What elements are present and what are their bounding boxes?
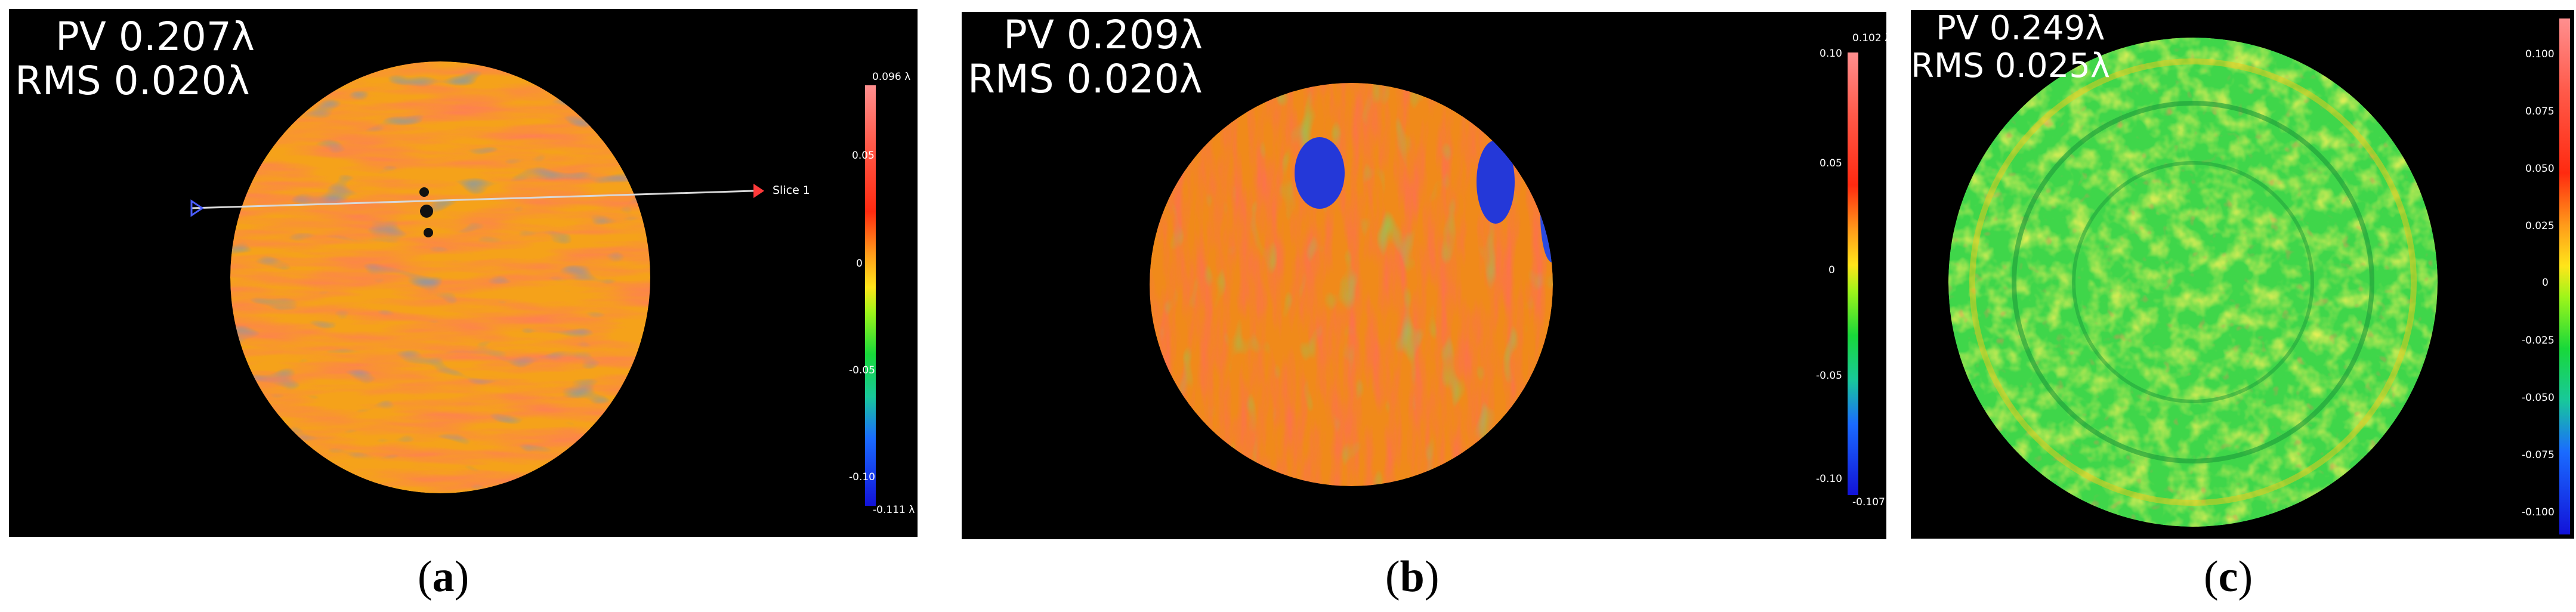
tick-label: -0.05: [849, 364, 875, 376]
surface-map-c: [1948, 38, 2438, 527]
tick-label: 0: [1828, 264, 1835, 276]
caption-open: (: [1385, 552, 1400, 601]
tick-label: 0.075: [2525, 106, 2555, 118]
rms-value: RMS 0.020λ: [968, 55, 1203, 102]
scale-min-b: -0.107 λ: [1852, 496, 1886, 508]
pv-value: PV 0.207λ: [55, 14, 255, 60]
caption-letter: a: [432, 552, 455, 601]
rms-value: RMS 0.020λ: [15, 57, 250, 104]
caption-open: (: [2204, 552, 2219, 601]
tick-label: -0.05: [1816, 370, 1842, 382]
tick-label: 0.100: [2525, 48, 2555, 60]
color-scale-bar-a: [865, 85, 876, 506]
stats-b: PV 0.209λ RMS 0.020λ: [962, 13, 1203, 101]
color-scale-bar-b: [1848, 52, 1858, 495]
tick-label: 0.10: [1820, 48, 1842, 60]
caption-letter: b: [1400, 552, 1425, 601]
tick-label: 0.050: [2525, 163, 2555, 175]
caption-close: ): [2238, 552, 2253, 601]
tick-label: -0.10: [849, 471, 875, 483]
pv-value: PV 0.249λ: [1936, 10, 2105, 48]
stats-a: PV 0.207λ RMS 0.020λ: [15, 14, 255, 103]
caption-letter: c: [2218, 552, 2238, 601]
caption-close: ): [1424, 552, 1440, 601]
panel-a: PV 0.207λ RMS 0.020λ Slice 1 0.096 λ 0.0…: [9, 9, 918, 537]
panel-c: PV 0.249λ RMS 0.025λ 0.100 0.075 0.050 0…: [1911, 10, 2574, 539]
tick-label: -0.025: [2522, 335, 2555, 347]
rms-value: RMS 0.025λ: [1911, 46, 2111, 85]
scale-max-a: 0.096 λ: [872, 71, 911, 83]
caption-close: ): [454, 552, 470, 601]
pv-value: PV 0.209λ: [1003, 12, 1203, 58]
tick-label: 0: [2542, 277, 2549, 289]
slice-label: Slice 1: [773, 184, 810, 197]
panel-b: PV 0.209λ RMS 0.020λ 0.102 λ 0.10 0.05 0…: [962, 12, 1886, 539]
surface-map-b: [1150, 83, 1553, 486]
caption-b: (b): [1385, 552, 1439, 602]
tick-label: 0.05: [852, 150, 875, 162]
tick-label: 0.025: [2525, 220, 2555, 232]
caption-open: (: [418, 552, 433, 601]
scale-max-b: 0.102 λ: [1852, 32, 1886, 44]
tick-label: -0.10: [1816, 473, 1842, 485]
caption-a: (a): [418, 552, 469, 602]
scale-min-a: -0.111 λ: [873, 504, 915, 516]
stats-c: PV 0.249λ RMS 0.025λ: [1911, 10, 2110, 85]
tick-label: -0.075: [2522, 449, 2555, 461]
surface-map-a: [190, 61, 764, 493]
tick-label: -0.100: [2522, 506, 2555, 518]
color-scale-bar-c: [2559, 18, 2570, 534]
tick-label: -0.050: [2522, 392, 2555, 404]
tick-label: 0: [856, 258, 863, 270]
tick-label: 0.05: [1820, 157, 1842, 169]
caption-c: (c): [2204, 552, 2253, 602]
